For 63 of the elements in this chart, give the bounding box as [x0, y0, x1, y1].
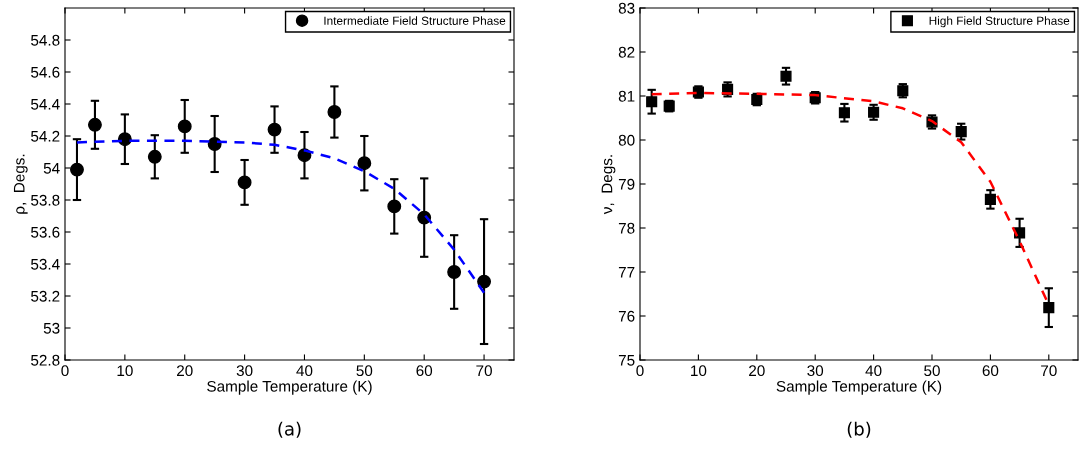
x-tick-label: 50 — [924, 365, 940, 377]
legend-label: High Field Structure Phase — [929, 16, 1070, 28]
y-tick-label: 77 — [618, 267, 635, 278]
x-tick-label: 30 — [236, 365, 253, 377]
x-tick-label: 70 — [476, 365, 492, 377]
point — [477, 274, 492, 289]
point — [70, 162, 84, 177]
point — [147, 149, 162, 164]
x-axis-title: Sample Temperature (K) — [776, 380, 942, 395]
y-tick-label: 52.8 — [31, 354, 60, 366]
y-tick-label: 83 — [618, 2, 635, 14]
point — [1043, 302, 1055, 314]
legend-label: Intermediate Field Structure Phase — [324, 16, 506, 25]
point — [984, 193, 996, 205]
x-tick-label: 20 — [749, 365, 765, 377]
y-tick-label: 82 — [618, 46, 635, 58]
y-tick-label: 76 — [618, 310, 635, 322]
point — [838, 107, 850, 119]
x-tick-label: 10 — [691, 365, 707, 377]
y-tick-label: 53 — [43, 322, 60, 334]
x-tick-label: 0 — [636, 365, 644, 377]
x-tick-label: 40 — [296, 365, 313, 377]
y-tick-label: 54.2 — [31, 130, 60, 142]
x-axis-title: Sample Temperature (K) — [207, 380, 372, 395]
y-tick-label: 75 — [618, 355, 635, 366]
point — [387, 199, 402, 214]
y-tick-label: 80 — [618, 134, 635, 146]
point — [955, 126, 967, 138]
point — [327, 105, 342, 119]
point — [646, 96, 658, 108]
y-tick-label: 78 — [618, 222, 635, 234]
point — [117, 132, 132, 147]
y-tick-label: 53.4 — [31, 258, 60, 270]
y-tick-label: 53.2 — [31, 290, 60, 302]
x-tick-label: 70 — [1041, 365, 1057, 377]
x-tick-label: 30 — [807, 365, 824, 377]
y-tick-label: 54.4 — [31, 99, 60, 110]
point — [177, 119, 192, 134]
point — [207, 137, 222, 151]
y-axis-title: ρ, Degs. — [13, 154, 28, 214]
point — [267, 122, 282, 137]
x-tick-label: 0 — [61, 365, 69, 377]
y-tick-label: 54.8 — [31, 34, 60, 46]
y-tick-label: 54 — [43, 163, 60, 174]
y-tick-label: 53.8 — [31, 194, 60, 206]
x-tick-label: 20 — [177, 365, 193, 377]
text: (b) — [847, 421, 871, 438]
x-tick-label: 60 — [416, 365, 433, 377]
y-tick-label: 79 — [618, 178, 635, 190]
x-tick-label: 50 — [356, 365, 373, 377]
text: (a) — [278, 421, 301, 438]
y-tick-label: 81 — [618, 90, 635, 102]
y-tick-label: 53.6 — [31, 226, 60, 238]
x-tick-label: 60 — [982, 365, 999, 377]
y-tick-label: 54.6 — [31, 66, 60, 78]
x-tick-label: 10 — [117, 365, 133, 377]
point — [780, 70, 792, 82]
point — [447, 265, 462, 279]
x-tick-label: 40 — [865, 365, 882, 377]
point — [237, 175, 252, 190]
point — [87, 117, 102, 132]
point — [357, 156, 372, 171]
y-axis-title: ν, Degs. — [601, 155, 616, 215]
